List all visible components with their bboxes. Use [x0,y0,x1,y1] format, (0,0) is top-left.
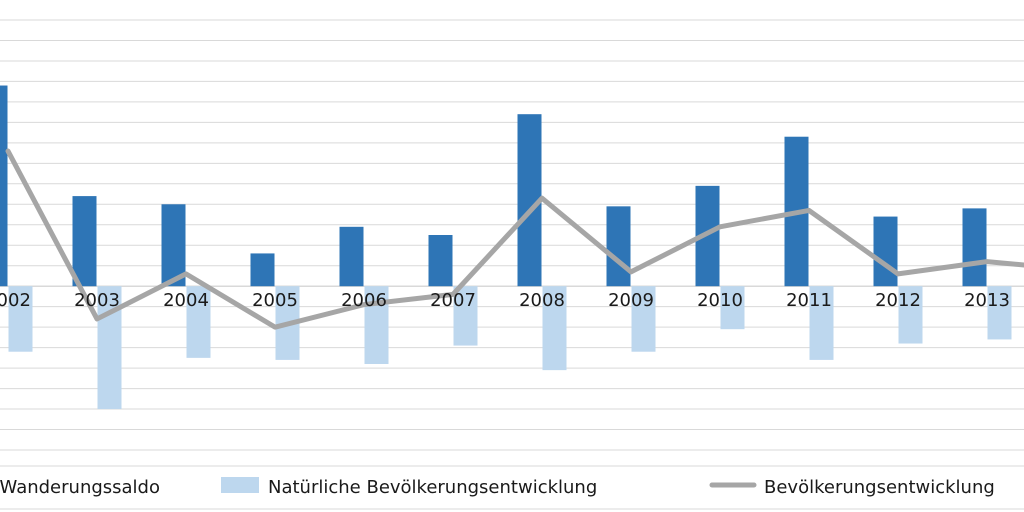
x-tick-label: 2013 [964,290,1010,311]
x-tick-label: 2012 [875,290,921,311]
bar-natuerliche [898,286,923,344]
x-tick-label: 2004 [163,290,209,311]
legend-label-wanderungssaldo: Wanderungssaldo [0,477,160,498]
bar-natuerliche [631,286,656,352]
bar-wanderungssaldo [873,216,898,287]
bar-wanderungssaldo [339,226,364,287]
x-tick-label: 2006 [341,290,387,311]
x-tick-label: 2007 [430,290,476,311]
x-tick-label: 2009 [608,290,654,311]
bar-natuerliche [987,286,1012,340]
x-tick-label: 2011 [786,290,832,311]
bar-wanderungssaldo [250,253,275,287]
gridlines [0,19,1024,510]
bar-natuerliche [364,286,389,364]
bar-natuerliche [8,286,33,352]
x-tick-label: 2002 [0,290,31,311]
legend-label-bevoelkerung: Bevölkerungsentwicklung [764,477,995,498]
x-tick-label: 2010 [697,290,743,311]
legend: Wanderungssaldo Natürliche Bevölkerungse… [0,477,995,498]
bar-series [0,85,1012,410]
line-bevoelkerungsentwicklung [5,148,1024,330]
legend-label-natuerliche: Natürliche Bevölkerungsentwicklung [268,477,597,498]
x-axis-labels: 2002 2003 2004 2005 2006 2007 2008 2009 2010 2011… [0,290,1010,311]
bar-wanderungssaldo [161,204,186,287]
bar-natuerliche [186,286,211,358]
x-tick-label: 2008 [519,290,565,311]
bar-natuerliche [542,286,567,371]
line-series [5,148,1024,330]
bar-wanderungssaldo [606,206,631,287]
legend-swatch-natuerliche [221,477,259,493]
bar-wanderungssaldo [962,208,987,287]
x-tick-label: 2003 [74,290,120,311]
bar-wanderungssaldo [0,85,8,287]
bar-wanderungssaldo [428,235,453,287]
bar-wanderungssaldo [72,196,97,287]
bar-natuerliche [809,286,834,360]
bar-natuerliche [453,286,478,346]
bar-natuerliche [720,286,745,330]
x-tick-label: 2005 [252,290,298,311]
